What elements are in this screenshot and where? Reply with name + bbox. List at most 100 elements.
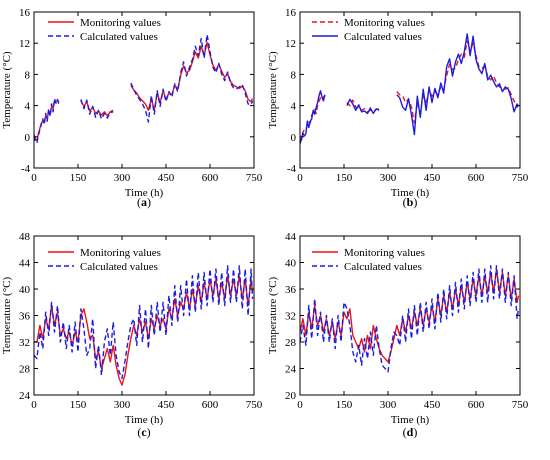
y-tick-label: 8	[291, 69, 297, 81]
x-axis-label: Time (h)	[125, 414, 164, 426]
calculated-series-line	[300, 265, 520, 373]
y-tick-label: 24	[285, 364, 297, 376]
x-tick-label: 150	[336, 172, 353, 184]
y-tick-label: 8	[25, 69, 31, 81]
y-axis-label: Temperature (°C)	[267, 51, 279, 129]
monitoring-series-line	[130, 41, 254, 111]
x-tick-label: 600	[468, 172, 485, 184]
panel-c: 0 150 300 450 600 750 24 28 32 36 40 44 48 Time (h) Te…	[1, 231, 263, 439]
y-tick-label: 28	[285, 337, 297, 349]
y-tick-label: 32	[285, 311, 296, 323]
panel-label-letter: c	[141, 425, 147, 439]
calculated-series-line	[300, 90, 326, 145]
panel-label-open: (	[403, 195, 407, 209]
series-lines	[300, 265, 520, 373]
x-tick-label: 150	[336, 399, 353, 411]
monitoring-series-line	[396, 40, 520, 124]
y-axis-label: Temperature (°C)	[1, 277, 13, 355]
y-tick-label: 20	[285, 390, 297, 402]
x-tick-label: 750	[512, 172, 529, 184]
y-tick-label: 32	[19, 337, 30, 349]
x-tick-label: 450	[424, 172, 441, 184]
calculated-series-line	[346, 98, 380, 115]
x-tick-label: 750	[246, 399, 263, 411]
legend-label: Monitoring values	[344, 247, 425, 259]
panel-label-letter: a	[141, 195, 147, 209]
calculated-series-line	[34, 265, 254, 380]
panel-label-open: (	[137, 425, 141, 439]
panel-label: (c)	[137, 425, 150, 439]
y-tick-label: 24	[19, 390, 31, 402]
panel-label: (a)	[137, 195, 151, 209]
y-tick-label: 0	[291, 132, 297, 144]
y-tick-label: 44	[19, 258, 31, 270]
panel-label-letter: b	[407, 195, 414, 209]
x-tick-label: 0	[31, 399, 37, 411]
plot-frame	[299, 235, 521, 396]
y-axis-label: Temperature (°C)	[267, 277, 279, 355]
y-tick-label: 36	[19, 311, 31, 323]
x-tick-label: 0	[297, 399, 303, 411]
y-tick-label: 28	[19, 364, 31, 376]
legend-label: Monitoring values	[80, 17, 161, 29]
x-tick-label: 0	[31, 172, 37, 184]
panel-label-close: )	[413, 425, 417, 439]
monitoring-series-line	[346, 99, 380, 113]
x-tick-label: 600	[202, 399, 219, 411]
y-tick-label: 12	[19, 38, 30, 50]
legend-label: Calculated values	[80, 31, 158, 43]
x-tick-label: 450	[424, 399, 441, 411]
x-axis-label: Time (h)	[125, 187, 164, 199]
y-tick-label: 16	[19, 7, 31, 19]
plot-frame	[33, 11, 255, 169]
panel-label-open: (	[403, 425, 407, 439]
calculated-series-line	[130, 33, 254, 123]
calculated-series-line	[34, 97, 60, 144]
series-lines	[34, 265, 254, 386]
x-tick-label: 600	[202, 172, 219, 184]
x-tick-label: 300	[380, 399, 397, 411]
legend-label: Calculated values	[80, 261, 158, 273]
calculated-series-line	[396, 33, 520, 136]
y-tick-label: -4	[21, 163, 31, 175]
y-tick-label: 0	[25, 132, 31, 144]
x-tick-label: 0	[297, 172, 303, 184]
y-tick-label: 48	[19, 231, 31, 243]
legend-label: Monitoring values	[80, 247, 161, 259]
panel-label: (b)	[403, 195, 418, 209]
plot-frame	[299, 11, 521, 169]
y-tick-label: 16	[285, 7, 297, 19]
x-tick-label: 150	[70, 172, 87, 184]
y-tick-label: 40	[19, 284, 31, 296]
x-tick-label: 150	[70, 399, 87, 411]
x-tick-label: 750	[512, 399, 529, 411]
y-tick-label: 4	[25, 101, 31, 113]
series-lines	[300, 33, 520, 145]
panel-label-open: (	[137, 195, 141, 209]
panel-label-letter: d	[407, 425, 414, 439]
x-axis-label: Time (h)	[391, 414, 430, 426]
y-tick-label: 4	[291, 101, 297, 113]
y-tick-label: 40	[285, 258, 297, 270]
plot-frame	[33, 235, 255, 396]
series-lines	[34, 33, 254, 144]
y-axis-label: Temperature (°C)	[1, 51, 13, 129]
panel-d: 0 150 300 450 600 750 20 24 28 32 36 40 44 Time (h) Te…	[267, 231, 529, 439]
panel-label-close: )	[147, 425, 151, 439]
panel-label-close: )	[147, 195, 151, 209]
x-tick-label: 750	[246, 172, 263, 184]
x-tick-label: 300	[380, 172, 397, 184]
x-axis-label: Time (h)	[391, 187, 430, 199]
legend-label: Calculated values	[344, 31, 422, 43]
x-tick-label: 600	[468, 399, 485, 411]
x-tick-label: 450	[158, 172, 175, 184]
y-tick-label: -4	[287, 163, 297, 175]
y-tick-label: 44	[285, 231, 297, 243]
legend-label: Monitoring values	[344, 17, 425, 29]
y-tick-label: 12	[285, 38, 296, 50]
x-tick-label: 300	[114, 399, 131, 411]
legend-label: Calculated values	[344, 261, 422, 273]
